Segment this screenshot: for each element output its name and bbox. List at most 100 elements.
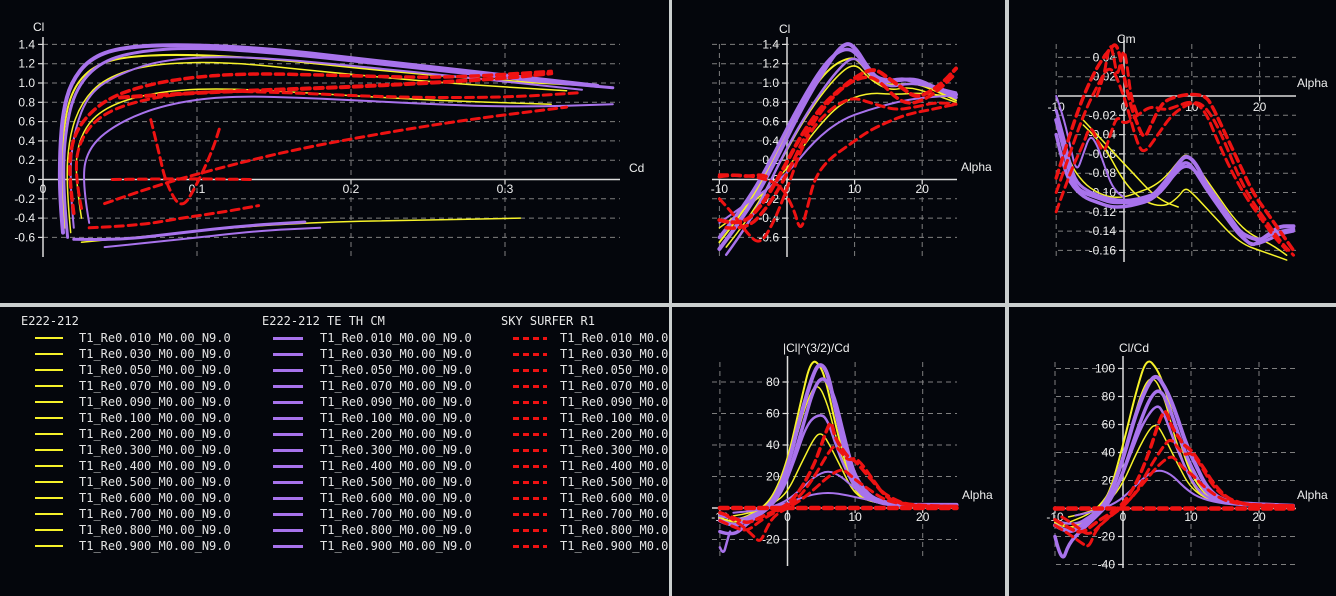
legend-item: T1_Re0.400_M0.00_N9.0 (21, 458, 231, 474)
cm-vs-alpha-graph[interactable]: 0.040.02-0.02-0.04-0.06-0.08-0.10-0.12-0… (1048, 32, 1328, 262)
legend-item-label: T1_Re0.090_M0.00 (560, 395, 670, 409)
legend-item: T1_Re0.700_M0.00_N9.0 (21, 506, 231, 522)
legend-item: T1_Re0.010_M0.00_N9.0 (262, 330, 472, 346)
y-tick-label: 0.6 (18, 115, 35, 129)
polar-curve-purple (1055, 95, 1125, 199)
legend-item: T1_Re0.700_M0.00_N9.0 (262, 506, 472, 522)
legend-item-label: T1_Re0.070_M0.00_N9.0 (79, 379, 231, 393)
y-tick-label: 0.6 (762, 115, 779, 129)
panel-separator-vertical-right (1005, 0, 1009, 596)
legend-item-label: T1_Re0.900_M0.00_N9.0 (320, 539, 472, 553)
legend-item: T1_Re0.050_M0.00_N9.0 (21, 362, 231, 378)
legend-item: T1_Re0.030_M0.00_N9.0 (21, 346, 231, 362)
legend-swatch-yellow-line (35, 481, 63, 483)
legend-item-label: T1_Re0.700_M0.00_N9.0 (320, 507, 472, 521)
legend-group-title: SKY SURFER R1 (501, 314, 595, 328)
legend-item: T1_Re0.800_M0.00_N9.0 (21, 522, 231, 538)
legend-item: T1_Re0.010_M0.00 (501, 330, 670, 346)
legend-swatch-yellow-line (35, 545, 63, 547)
polar-curve-red (103, 105, 569, 206)
x-tick-label: 10 (848, 182, 862, 196)
legend-swatch-yellow-line (35, 401, 63, 403)
polar-curve-red (110, 177, 253, 181)
legend-item-label: T1_Re0.800_M0.00 (560, 523, 670, 537)
cl-vs-cd-graph[interactable]: 1.41.21.00.80.60.40.20-0.2-0.4-0.60 0.1 0.… (14, 20, 644, 257)
y-tick-label: -0.02 (1089, 108, 1117, 122)
x-tick-label: 20 (1252, 510, 1266, 524)
x-axis-title: Alpha (961, 160, 992, 174)
legend-group-1: E222-212 T1_Re0.010_M0.00_N9.0 T1_Re0.030_… (21, 313, 231, 554)
legend-item: T1_Re0.800_M0.00 (501, 522, 670, 538)
y-tick-label: -0.2 (14, 192, 35, 206)
legend-item: T1_Re0.090_M0.00 (501, 394, 670, 410)
legend-group-3: SKY SURFER R1 T1_Re0.010_M0.00 T1_Re0.030_… (501, 313, 670, 554)
legend-item: T1_Re0.050_M0.00 (501, 362, 670, 378)
legend-item-label: T1_Re0.900_M0.00_N9.0 (79, 539, 231, 553)
legend-item-label: T1_Re0.010_M0.00 (560, 331, 670, 345)
x-tick-label: 20 (916, 510, 930, 524)
legend-swatch-purple-line (273, 496, 303, 500)
legend-item-label: T1_Re0.600_M0.00_N9.0 (320, 491, 472, 505)
x-axis-title: Alpha (1297, 488, 1328, 502)
polar-curve-purple (83, 95, 614, 224)
polar-curve-red (1054, 100, 1289, 252)
legend-item: T1_Re0.030_M0.00 (501, 346, 670, 362)
y-tick-label: -0.06 (1089, 147, 1117, 161)
y-tick-label: 0.4 (762, 134, 779, 148)
legend-swatch-purple-line (273, 512, 303, 516)
legend-item: T1_Re0.500_M0.00_N9.0 (21, 474, 231, 490)
legend-swatch-red-line (513, 496, 547, 500)
legend-swatch-purple-line (273, 480, 303, 484)
y-tick-label: 1.2 (762, 57, 779, 71)
y-tick-label: 20 (766, 470, 780, 484)
legend-swatch-red-line (513, 336, 547, 340)
polar-curve-yellow (718, 57, 957, 244)
legend-item: T1_Re0.070_M0.00_N9.0 (21, 378, 231, 394)
legend-swatch-red-line (513, 368, 547, 372)
legend-item: T1_Re0.090_M0.00_N9.0 (262, 394, 472, 410)
legend-item-label: T1_Re0.700_M0.00 (560, 507, 670, 521)
legend-item: T1_Re0.300_M0.00_N9.0 (21, 442, 231, 458)
polar-curve-purple (718, 377, 959, 536)
legend-item-label: T1_Re0.400_M0.00_N9.0 (79, 459, 231, 473)
legend-item-label: T1_Re0.200_M0.00 (560, 427, 670, 441)
legend-item-label: T1_Re0.600_M0.00_N9.0 (79, 491, 231, 505)
cl-vs-alpha-graph[interactable]: 1.41.21.00.80.60.40.20-0.2-0.4-0.6-10 0 10… (711, 22, 992, 257)
legend-item: T1_Re0.010_M0.00_N9.0 (21, 330, 231, 346)
y-tick-label: 40 (766, 438, 780, 452)
polar-curve-purple (1054, 118, 1296, 242)
y-tick-label: 1.0 (762, 76, 779, 90)
polar-curve-red (149, 118, 222, 206)
legend-item-label: T1_Re0.100_M0.00_N9.0 (320, 411, 472, 425)
polar-curve-red (1060, 455, 1295, 535)
legend-item-label: T1_Re0.900_M0.00 (560, 539, 670, 553)
polar-curve-red (1095, 45, 1140, 117)
y-tick-label: -0.4 (14, 211, 35, 225)
x-tick-label: 0 (40, 182, 47, 196)
legend-swatch-red-line (513, 352, 547, 356)
x-tick-label: 0 (1120, 510, 1127, 524)
y-tick-label: 40 (1102, 446, 1116, 460)
polar-curve-purple (718, 530, 732, 553)
y-tick-label: -20 (762, 533, 780, 547)
legend-item: T1_Re0.200_M0.00 (501, 426, 670, 442)
legend-item-label: T1_Re0.300_M0.00 (560, 443, 670, 457)
legend-item-label: T1_Re0.500_M0.00_N9.0 (320, 475, 472, 489)
legend-item: T1_Re0.500_M0.00 (501, 474, 670, 490)
legend-swatch-red-line (513, 432, 547, 436)
polar-curve-yellow (1082, 124, 1288, 261)
y-tick-label: 80 (766, 375, 780, 389)
legend-swatch-red-line (513, 544, 547, 548)
legend-item-label: T1_Re0.050_M0.00 (560, 363, 670, 377)
legend-swatch-purple-line (273, 384, 303, 388)
x-tick-label: 0.3 (497, 182, 514, 196)
polar-curve-purple (718, 94, 957, 224)
polar-curve-yellow (1082, 119, 1179, 208)
legend-item-label: T1_Re0.100_M0.00_N9.0 (79, 411, 231, 425)
panel-separator-horizontal (0, 303, 1336, 307)
x-tick-label: 20 (1253, 100, 1267, 114)
polar-curve-purple (72, 220, 307, 242)
